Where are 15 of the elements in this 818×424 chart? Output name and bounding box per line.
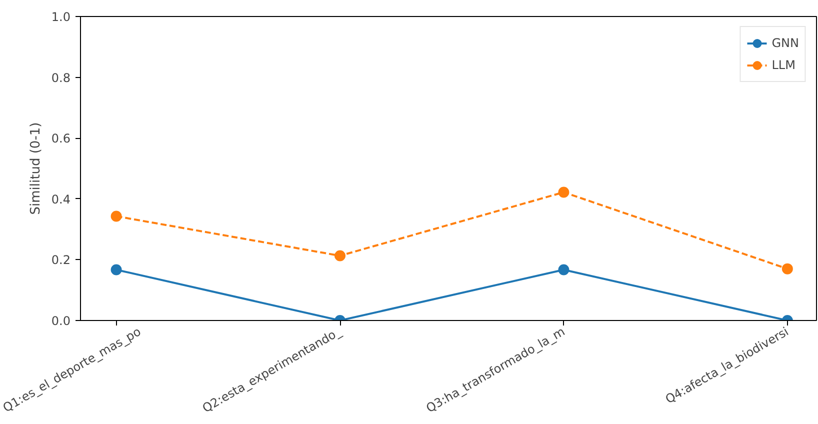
y-tick-label: 0.6 <box>51 132 71 146</box>
y-tick-label: 1.0 <box>51 10 71 24</box>
y-tick-label: 0.2 <box>51 253 71 268</box>
point <box>110 264 122 276</box>
y-tick-label: 0.0 <box>51 314 71 328</box>
point <box>334 250 346 262</box>
point <box>558 186 570 198</box>
y-tick-label: 0.8 <box>51 70 71 85</box>
point <box>558 264 570 276</box>
y-tick-label: 0.4 <box>51 192 71 206</box>
y-axis-title: Similitud (0-1) <box>28 122 44 215</box>
point <box>110 210 122 222</box>
legend-label: GNN <box>772 36 799 50</box>
legend-label: LLM <box>772 58 796 72</box>
point <box>782 263 793 274</box>
